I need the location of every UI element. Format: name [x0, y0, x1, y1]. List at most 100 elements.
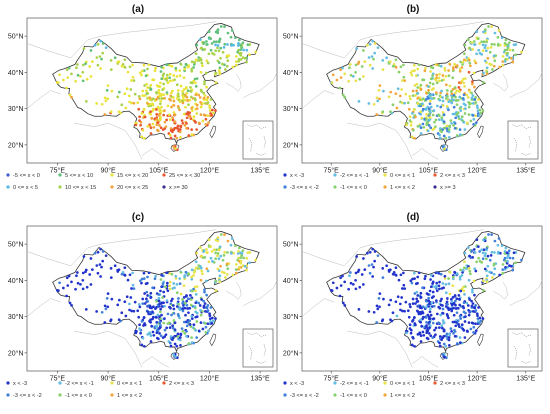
- station-dot: [155, 108, 158, 111]
- station-dot: [193, 305, 197, 308]
- station-dot: [438, 72, 441, 76]
- station-dot: [173, 321, 177, 325]
- station-dot: [214, 49, 218, 53]
- station-dot: [341, 93, 345, 97]
- station-dot: [123, 266, 127, 270]
- station-dot: [402, 63, 405, 67]
- station-dot: [181, 300, 185, 304]
- station-dot: [375, 321, 379, 324]
- station-dot: [175, 282, 179, 286]
- station-dot: [161, 282, 165, 285]
- station-dot: [175, 291, 179, 295]
- station-dot: [482, 40, 486, 44]
- station-dot: [471, 302, 475, 305]
- station-dot: [476, 245, 480, 248]
- station-dot: [330, 289, 334, 292]
- station-dot: [153, 277, 157, 281]
- station-dot: [444, 305, 448, 308]
- station-dot: [104, 46, 108, 50]
- station-dot: [458, 69, 462, 73]
- station-dot: [113, 56, 117, 60]
- station-dot: [481, 49, 485, 53]
- station-dot: [158, 124, 161, 127]
- station-dot: [204, 117, 208, 121]
- station-dot: [447, 344, 451, 347]
- station-dot: [197, 121, 201, 125]
- station-dot: [234, 244, 237, 248]
- station-dot: [212, 40, 216, 44]
- neighbour-coastline: [243, 280, 278, 306]
- station-dot: [204, 325, 208, 329]
- station-dot: [438, 133, 441, 137]
- station-dot: [214, 289, 218, 292]
- station-dot: [506, 51, 509, 55]
- station-dot: [510, 264, 513, 268]
- station-dot: [431, 82, 435, 86]
- station-dot: [125, 295, 129, 299]
- station-dot: [471, 82, 474, 86]
- station-dot: [65, 68, 69, 72]
- station-dot: [426, 121, 430, 125]
- station-dot: [138, 97, 142, 101]
- station-dot: [82, 47, 86, 50]
- station-dot: [68, 301, 72, 305]
- station-dot: [421, 330, 425, 334]
- station-dot: [351, 282, 355, 286]
- station-dot: [457, 117, 461, 121]
- station-dot: [158, 94, 161, 98]
- station-dot: [452, 93, 456, 97]
- station-dot: [157, 293, 160, 296]
- station-dot: [183, 124, 187, 127]
- station-dot: [159, 307, 163, 311]
- station-dot: [485, 280, 489, 284]
- station-dot: [445, 313, 449, 316]
- station-dot: [57, 289, 60, 292]
- station-dot: [151, 286, 154, 290]
- station-dot: [348, 66, 351, 70]
- station-dot: [157, 85, 160, 88]
- station-dot: [343, 72, 347, 76]
- station-dot: [382, 297, 385, 301]
- station-dot: [174, 274, 178, 278]
- station-dot: [85, 77, 89, 81]
- station-dot: [429, 105, 433, 109]
- station-dot: [109, 267, 113, 270]
- station-dot: [447, 277, 450, 280]
- station-dot: [103, 321, 107, 324]
- station-dot: [474, 329, 478, 333]
- station-dot: [425, 321, 428, 324]
- station-dot: [214, 109, 217, 112]
- station-dot: [400, 296, 404, 299]
- station-dot: [415, 290, 419, 294]
- station-dot: [190, 60, 194, 64]
- station-dot: [424, 97, 428, 101]
- station-dot: [132, 101, 136, 105]
- station-dot: [216, 254, 219, 258]
- station-dot: [440, 324, 444, 328]
- station-dot: [446, 94, 449, 98]
- station-dot: [459, 60, 462, 64]
- station-dot: [169, 335, 173, 338]
- station-dot: [146, 86, 149, 89]
- station-dot: [160, 285, 164, 289]
- station-dot: [208, 104, 211, 108]
- south-china-sea-inset: [242, 328, 274, 368]
- legend-label: 0 <= x < 1: [390, 381, 415, 387]
- station-dot: [169, 127, 173, 130]
- station-dot: [331, 281, 335, 285]
- station-dot: [413, 69, 416, 72]
- station-dot: [89, 283, 93, 286]
- station-dot: [455, 89, 459, 93]
- station-dot: [175, 74, 179, 78]
- station-dot: [134, 331, 138, 335]
- station-dot: [140, 277, 144, 281]
- station-dot: [464, 77, 467, 80]
- lon-tick-label: 105°E: [419, 375, 438, 383]
- station-dot: [149, 132, 153, 135]
- station-dot: [419, 334, 423, 338]
- station-dot: [168, 72, 172, 76]
- station-dot: [175, 344, 179, 348]
- inset-boundary: [528, 136, 531, 148]
- station-dot: [441, 104, 445, 107]
- station-dot: [109, 318, 113, 322]
